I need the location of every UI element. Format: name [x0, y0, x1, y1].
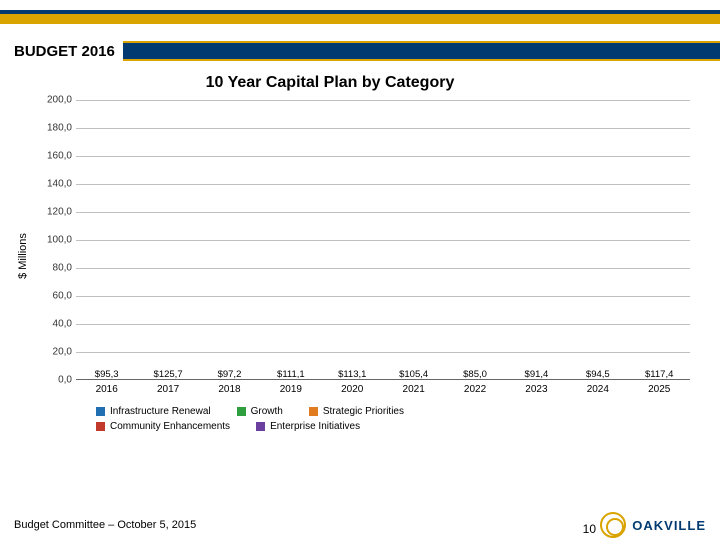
bar-total-label: $113,1: [338, 369, 366, 380]
section-title: BUDGET 2016: [0, 43, 115, 60]
footer: Budget Committee – October 5, 2015 10 OA…: [14, 512, 706, 538]
x-tick-label: 2019: [280, 384, 302, 395]
legend-item: Community Enhancements: [96, 421, 230, 432]
bar-total-label: $97,2: [218, 369, 242, 380]
x-tick-label: 2017: [157, 384, 179, 395]
gridline: [76, 100, 690, 101]
y-tick-label: 160,0: [32, 151, 72, 162]
title-stripe: [123, 41, 720, 61]
footer-left: Budget Committee – October 5, 2015: [14, 519, 196, 531]
plot-area: 2016$95,32017$125,72018$97,22019$111,120…: [76, 100, 690, 380]
y-tick-label: 200,0: [32, 95, 72, 106]
section-title-bar: BUDGET 2016: [0, 38, 720, 64]
gridline: [76, 324, 690, 325]
x-tick-label: 2022: [464, 384, 486, 395]
x-tick-label: 2023: [525, 384, 547, 395]
y-tick-label: 40,0: [32, 319, 72, 330]
top-stripe: [0, 10, 720, 24]
legend-row: Infrastructure Renewal Growth Strategic Pr…: [76, 404, 690, 419]
legend-label: Strategic Priorities: [323, 406, 404, 417]
legend-swatch: [96, 422, 105, 431]
gridline: [76, 240, 690, 241]
legend-row: Community Enhancements Enterprise Initiat…: [76, 419, 690, 434]
y-tick-label: 100,0: [32, 235, 72, 246]
x-tick-label: 2020: [341, 384, 363, 395]
brand: OAKVILLE: [600, 512, 706, 538]
legend-item: Infrastructure Renewal: [96, 406, 211, 417]
bar-total-label: $94,5: [586, 369, 610, 380]
legend-label: Enterprise Initiatives: [270, 421, 360, 432]
bar-total-label: $125,7: [154, 369, 183, 380]
y-axis-title: $ Millions: [17, 233, 29, 279]
bar-total-label: $105,4: [399, 369, 428, 380]
x-tick-label: 2025: [648, 384, 670, 395]
gridline: [76, 128, 690, 129]
legend-swatch: [309, 407, 318, 416]
legend-item: Strategic Priorities: [309, 406, 404, 417]
page-number: 10: [583, 522, 596, 536]
legend-item: Enterprise Initiatives: [256, 421, 360, 432]
legend-label: Growth: [251, 406, 283, 417]
y-tick-label: 20,0: [32, 347, 72, 358]
legend: Infrastructure Renewal Growth Strategic Pr…: [76, 404, 690, 434]
legend-swatch: [256, 422, 265, 431]
bar-total-label: $85,0: [463, 369, 487, 380]
gridline: [76, 352, 690, 353]
legend-item: Growth: [237, 406, 283, 417]
legend-label: Community Enhancements: [110, 421, 230, 432]
legend-label: Infrastructure Renewal: [110, 406, 211, 417]
x-tick-label: 2021: [403, 384, 425, 395]
gridline: [76, 296, 690, 297]
y-tick-label: 80,0: [32, 263, 72, 274]
y-tick-label: 140,0: [32, 179, 72, 190]
gridline: [76, 184, 690, 185]
chart-title: 10 Year Capital Plan by Category: [0, 74, 720, 92]
gridline: [76, 268, 690, 269]
bar-total-label: $91,4: [525, 369, 549, 380]
bar-total-label: $95,3: [95, 369, 119, 380]
legend-swatch: [237, 407, 246, 416]
y-tick-label: 60,0: [32, 291, 72, 302]
x-tick-label: 2018: [218, 384, 240, 395]
brand-logo-icon: [600, 512, 626, 538]
x-tick-label: 2016: [96, 384, 118, 395]
gridline: [76, 156, 690, 157]
legend-swatch: [96, 407, 105, 416]
x-tick-label: 2024: [587, 384, 609, 395]
chart: $ Millions 2016$95,32017$125,72018$97,22…: [28, 100, 690, 430]
brand-text: OAKVILLE: [632, 518, 706, 533]
y-tick-label: 120,0: [32, 207, 72, 218]
y-tick-label: 0,0: [32, 375, 72, 386]
y-tick-label: 180,0: [32, 123, 72, 134]
bar-total-label: $117,4: [645, 369, 673, 380]
bar-total-label: $111,1: [277, 369, 305, 380]
gridline: [76, 212, 690, 213]
